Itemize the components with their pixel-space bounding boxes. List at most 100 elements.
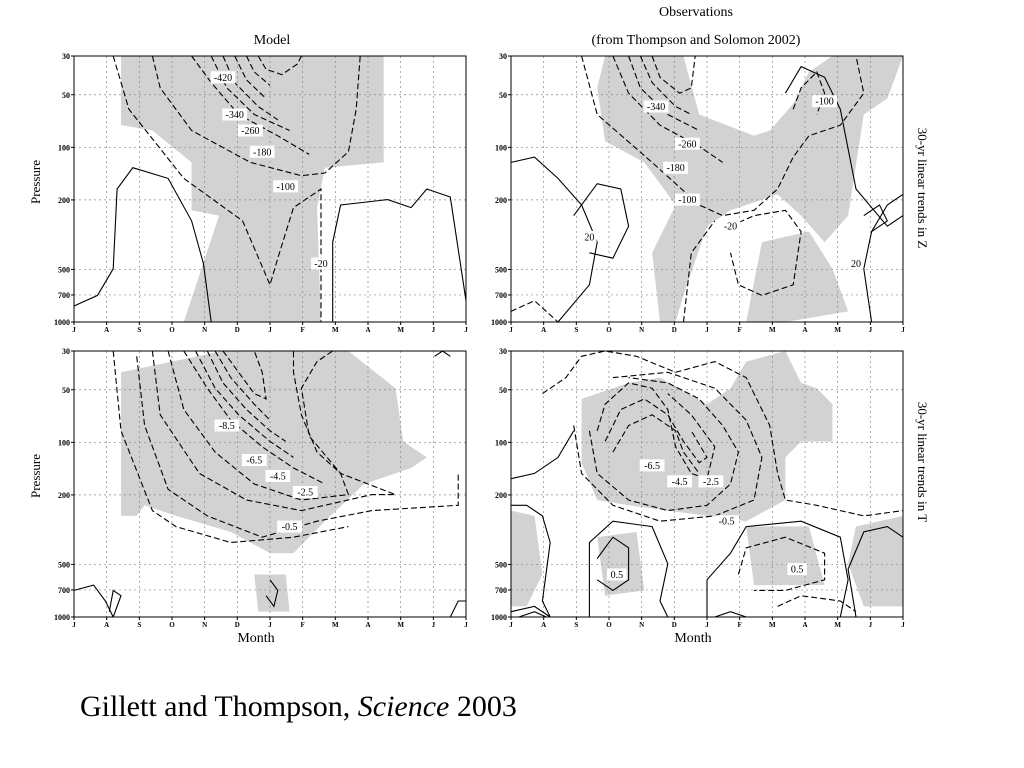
x-tick-label: J bbox=[869, 326, 873, 334]
contour-label: -100 bbox=[277, 182, 295, 193]
x-tick-label: F bbox=[738, 326, 742, 334]
x-tick-label: D bbox=[235, 326, 240, 334]
y-tick-label: 30 bbox=[499, 52, 507, 61]
contour-negative bbox=[777, 595, 857, 613]
significance-shading bbox=[121, 56, 384, 322]
x-tick-label: M bbox=[397, 621, 404, 629]
y-tick-label: 700 bbox=[495, 291, 507, 300]
x-tick-label: O bbox=[606, 326, 612, 334]
contour-label-bg bbox=[210, 71, 236, 84]
contour-label-bg bbox=[214, 419, 240, 432]
contour-negative bbox=[651, 55, 696, 94]
contour-label: -100 bbox=[678, 195, 696, 206]
y-tick-label: 50 bbox=[62, 91, 70, 100]
y-tick-label: 500 bbox=[495, 560, 507, 569]
x-tick-label: A bbox=[802, 326, 807, 334]
contour-positive bbox=[784, 65, 904, 227]
significance-shading bbox=[254, 574, 290, 612]
x-tick-label: S bbox=[574, 621, 578, 629]
x-tick-label: M bbox=[834, 621, 841, 629]
contour-negative bbox=[206, 350, 287, 442]
y-tick-label: 100 bbox=[495, 438, 507, 447]
contour-negative bbox=[222, 350, 267, 400]
y-tick-label: 1000 bbox=[54, 613, 70, 622]
y-tick-label: 30 bbox=[62, 52, 70, 61]
x-tick-label: A bbox=[541, 326, 546, 334]
x-tick-label: J bbox=[432, 621, 436, 629]
x-tick-label: S bbox=[137, 621, 141, 629]
contour-negative bbox=[542, 350, 904, 517]
contour-negative bbox=[604, 398, 708, 464]
y-tick-label: 30 bbox=[62, 347, 70, 356]
contour-negative bbox=[257, 55, 302, 76]
y-tick-label: 200 bbox=[495, 196, 507, 205]
x-tick-label: M bbox=[332, 326, 339, 334]
y-tick-label: 700 bbox=[495, 586, 507, 595]
contour-negative bbox=[737, 536, 826, 591]
contour-label-bg bbox=[720, 220, 741, 233]
contour-label: -2.5 bbox=[703, 477, 719, 488]
y-tick-label: 50 bbox=[62, 386, 70, 395]
contour-label: -4.5 bbox=[672, 477, 688, 488]
contour-label-bg bbox=[607, 568, 627, 581]
contour-negative bbox=[151, 55, 361, 177]
contour-label: -180 bbox=[253, 147, 271, 158]
x-tick-label: D bbox=[672, 621, 677, 629]
contour-label-bg bbox=[277, 520, 302, 533]
contour-positive bbox=[573, 183, 630, 259]
contour-label: -180 bbox=[666, 163, 684, 174]
contour-positive bbox=[518, 611, 547, 618]
contour-label-bg bbox=[812, 95, 837, 108]
contour-positive bbox=[449, 600, 466, 618]
significance-shading bbox=[746, 231, 849, 322]
x-tick-label: J bbox=[464, 621, 468, 629]
contour-positive bbox=[588, 520, 669, 618]
x-tick-label: J bbox=[509, 326, 513, 334]
contour-negative bbox=[612, 55, 724, 163]
contour-negative bbox=[112, 55, 322, 322]
x-tick-label: A bbox=[365, 326, 370, 334]
xlabel-model: Month bbox=[237, 631, 274, 646]
y-tick-label: 700 bbox=[58, 291, 70, 300]
x-tick-label: J bbox=[901, 621, 905, 629]
contour-label-bg bbox=[241, 454, 267, 467]
x-tick-label: F bbox=[738, 621, 742, 629]
x-tick-label: J bbox=[901, 326, 905, 334]
contour-negative bbox=[151, 350, 396, 512]
x-tick-label: J bbox=[72, 326, 76, 334]
contour-label: -340 bbox=[226, 110, 244, 121]
contour-label-bg bbox=[787, 563, 807, 576]
contour-label: -0.5 bbox=[282, 522, 298, 533]
contour-label-bg bbox=[663, 161, 689, 174]
x-tick-label: F bbox=[301, 621, 305, 629]
x-tick-label: J bbox=[509, 621, 513, 629]
contour-positive bbox=[863, 204, 889, 233]
x-tick-label: S bbox=[574, 326, 578, 334]
y-tick-label: 50 bbox=[499, 386, 507, 395]
contour-positive bbox=[706, 520, 849, 618]
x-tick-label: M bbox=[332, 621, 339, 629]
ylabel-bottom: Pressure bbox=[28, 454, 43, 498]
contour-label: -6.5 bbox=[246, 456, 262, 467]
contour-positive bbox=[510, 605, 551, 618]
column-title-observations: Observations bbox=[659, 5, 733, 20]
y-tick-label: 30 bbox=[499, 347, 507, 356]
contour-label-bg bbox=[643, 100, 669, 113]
x-tick-label: D bbox=[672, 326, 677, 334]
x-tick-label: F bbox=[301, 326, 305, 334]
y-tick-label: 100 bbox=[495, 143, 507, 152]
contour-label-bg bbox=[714, 515, 739, 528]
x-tick-label: J bbox=[268, 621, 272, 629]
x-tick-label: M bbox=[769, 621, 776, 629]
contour-negative bbox=[112, 350, 349, 544]
x-tick-label: O bbox=[169, 621, 175, 629]
xlabel-obs: Month bbox=[674, 631, 711, 646]
y-tick-label: 1000 bbox=[491, 318, 507, 327]
y-tick-label: 100 bbox=[58, 143, 70, 152]
significance-shading bbox=[597, 531, 645, 596]
figure: Model Observations (from Thompson and So… bbox=[28, 5, 930, 646]
contour-label: -2.5 bbox=[297, 487, 313, 498]
contour-negative bbox=[195, 350, 294, 458]
contour-label-bg bbox=[249, 145, 275, 158]
